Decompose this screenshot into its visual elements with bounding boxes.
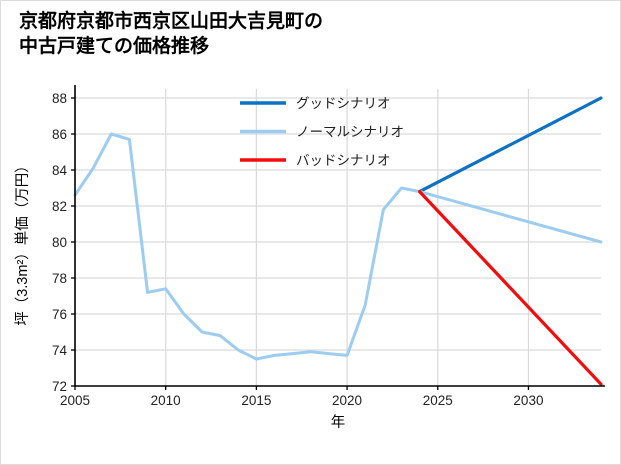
y-tick-label: 86: [52, 127, 67, 142]
y-axis-tick-labels: 72 74 76 78 80 82 84 86 88: [52, 91, 75, 394]
page-title: 京都府京都市西京区山田大吉見町の 中古戸建ての価格推移: [19, 11, 324, 58]
data-series-group: [73, 96, 603, 386]
y-tick-label: 72: [52, 379, 67, 394]
axis-spines: [74, 85, 605, 387]
y-tick-label: 84: [52, 163, 68, 178]
series-line-ノーマルシナリオ: [73, 132, 603, 361]
x-tick-label: 2030: [513, 393, 543, 408]
x-tick-label: 2005: [60, 393, 90, 408]
x-axis-title: 年: [331, 414, 346, 431]
x-tick-label: 2025: [423, 393, 453, 408]
legend-label-グッドシナリオ: グッドシナリオ: [296, 96, 391, 111]
series-line-グッドシナリオ: [418, 96, 603, 194]
y-axis-title: 坪（3.3m²）単価（万円）: [14, 158, 31, 326]
y-tick-label: 74: [52, 343, 68, 358]
series-line-バッドシナリオ: [418, 190, 603, 386]
legend-label-バッドシナリオ: バッドシナリオ: [296, 153, 391, 168]
x-tick-label: 2020: [332, 393, 362, 408]
y-tick-label: 88: [52, 91, 67, 106]
legend-label-ノーマルシナリオ: ノーマルシナリオ: [296, 125, 404, 140]
x-tick-label: 2015: [241, 393, 271, 408]
x-axis-tick-labels: 2005 2010 2015 2020 2025 2030: [60, 386, 543, 408]
horizontal-gridlines: [75, 97, 601, 387]
y-tick-label: 78: [52, 271, 67, 286]
y-tick-label: 80: [52, 235, 67, 250]
x-tick-label: 2010: [151, 393, 181, 408]
y-tick-label: 82: [52, 199, 67, 214]
y-tick-label: 76: [52, 307, 67, 322]
